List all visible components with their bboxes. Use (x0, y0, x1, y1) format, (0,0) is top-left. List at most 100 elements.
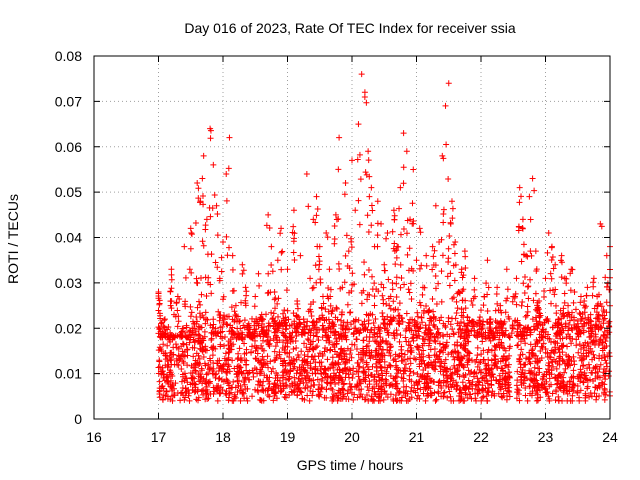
data-point (342, 334, 349, 341)
data-point-peak (178, 329, 185, 336)
data-point (265, 384, 272, 391)
data-point-peak (458, 266, 465, 273)
data-point (564, 390, 571, 397)
grid-lines (94, 56, 610, 419)
data-point (432, 272, 439, 279)
data-point (587, 324, 594, 331)
data-point (544, 249, 551, 256)
data-point (537, 321, 544, 328)
data-point (333, 304, 340, 311)
data-point-peak (342, 180, 349, 187)
data-point (350, 329, 357, 336)
data-point (446, 282, 453, 289)
data-point (210, 345, 217, 352)
data-point (552, 320, 559, 327)
data-point (427, 359, 434, 366)
data-point (196, 310, 203, 317)
data-point (186, 339, 193, 346)
data-point (220, 293, 227, 300)
data-point (266, 393, 273, 400)
data-point-peak (355, 121, 362, 128)
data-point (214, 397, 221, 404)
data-point (479, 333, 486, 340)
data-point-peak (281, 307, 288, 314)
data-point-peak (407, 216, 414, 223)
data-point (419, 373, 426, 380)
data-point (331, 235, 338, 242)
data-point (515, 223, 522, 230)
data-point (402, 327, 409, 334)
data-point (444, 375, 451, 382)
data-point (415, 392, 422, 399)
data-point (420, 347, 427, 354)
data-point (305, 203, 312, 210)
data-point (474, 363, 481, 370)
data-point (366, 291, 373, 298)
data-point (334, 360, 341, 367)
data-point (414, 313, 421, 320)
data-point (167, 329, 174, 336)
data-point (484, 388, 491, 395)
data-point (449, 205, 456, 212)
data-point (315, 337, 322, 344)
data-point (350, 396, 357, 403)
data-point (211, 191, 218, 198)
data-point (594, 368, 601, 375)
data-point (484, 349, 491, 356)
data-point (593, 363, 600, 370)
data-point (431, 346, 438, 353)
data-point (199, 380, 206, 387)
data-point (216, 357, 223, 364)
data-point (162, 392, 169, 399)
data-point (179, 371, 186, 378)
data-point (234, 363, 241, 370)
data-point (294, 392, 301, 399)
data-point (445, 351, 452, 358)
data-point (522, 385, 529, 392)
x-tick-label: 23 (538, 429, 554, 445)
data-point-peak (426, 307, 433, 314)
data-point (205, 370, 212, 377)
data-point (498, 340, 505, 347)
data-point (549, 254, 556, 261)
data-point-peak (558, 252, 565, 259)
data-point (348, 288, 355, 295)
data-point (401, 281, 408, 288)
data-point (532, 390, 539, 397)
data-point (601, 333, 608, 340)
data-point (156, 301, 163, 308)
data-point (294, 305, 301, 312)
data-point (579, 311, 586, 318)
data-point (314, 333, 321, 340)
data-point (414, 371, 421, 378)
data-point (400, 368, 407, 375)
data-point-peak (165, 334, 172, 341)
data-point (399, 318, 406, 325)
data-point-peak (200, 152, 207, 159)
data-point (321, 394, 328, 401)
data-point (186, 390, 193, 397)
data-point-peak (232, 302, 239, 309)
data-point (198, 339, 205, 346)
data-point (353, 336, 360, 343)
data-point (558, 329, 565, 336)
data-point (318, 305, 325, 312)
data-point (559, 325, 566, 332)
data-point (533, 306, 540, 313)
data-point (461, 329, 468, 336)
data-point (248, 349, 255, 356)
data-point (376, 343, 383, 350)
data-point (191, 344, 198, 351)
data-point (596, 393, 603, 400)
data-point (305, 308, 312, 315)
data-point (381, 352, 388, 359)
data-point (508, 330, 515, 337)
data-point (335, 260, 342, 267)
data-point (479, 394, 486, 401)
data-point (341, 380, 348, 387)
data-point (391, 375, 398, 382)
data-point (502, 347, 509, 354)
data-point (434, 325, 441, 332)
data-point (349, 281, 356, 288)
data-point (391, 247, 398, 254)
